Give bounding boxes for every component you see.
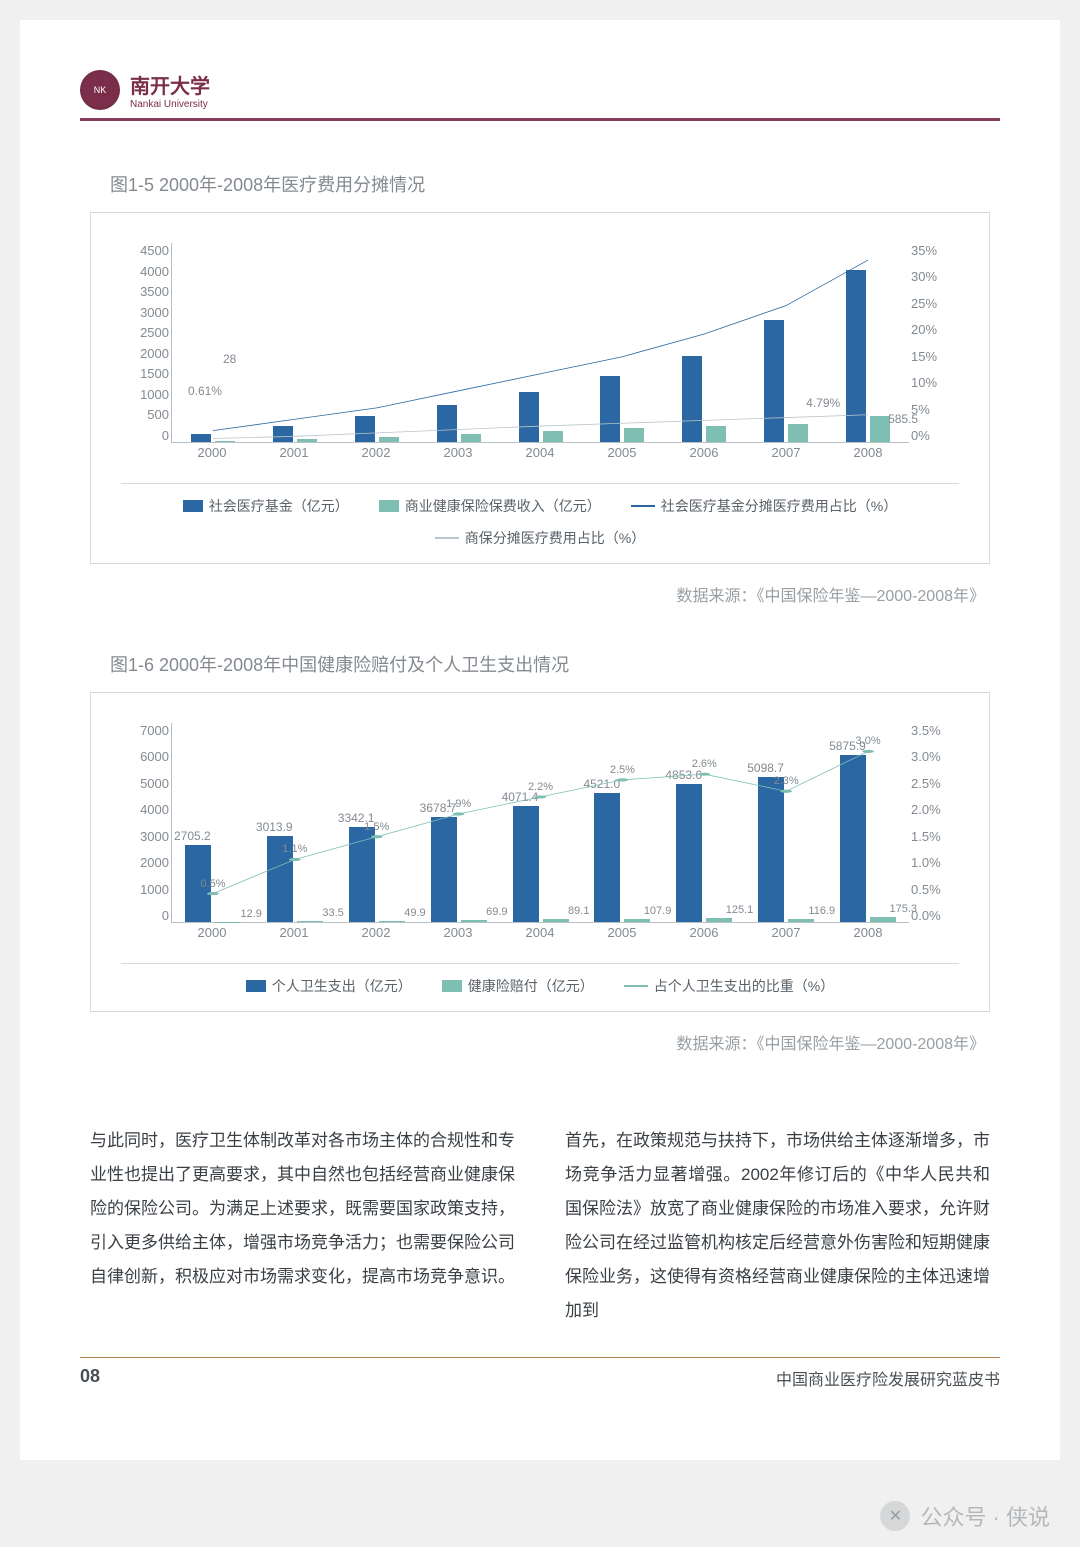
chart2-box: 010002000300040005000600070000.0%0.5%1.0… xyxy=(90,692,990,1012)
footer-title: 中国商业医疗险发展研究蓝皮书 xyxy=(776,1366,1000,1390)
chart2-source: 数据来源：《中国保险年鉴—2000-2008年》 xyxy=(80,1030,985,1054)
university-logo-icon: NK xyxy=(80,70,120,110)
watermark: ✕ 公众号 · 侠说 xyxy=(880,1500,1050,1532)
chart1-legend: 社会医疗基金（亿元）商业健康保险保费收入（亿元）社会医疗基金分摊医疗费用占比（%… xyxy=(121,483,959,548)
university-name-cn: 南开大学 xyxy=(130,70,210,99)
chart2-legend: 个人卫生支出（亿元）健康险赔付（亿元）占个人卫生支出的比重（%） xyxy=(121,963,959,996)
body-text-columns: 与此同时，医疗卫生体制改革对各市场主体的合规性和专业性也提出了更高要求，其中自然… xyxy=(90,1124,990,1328)
chart1-source: 数据来源：《中国保险年鉴—2000-2008年》 xyxy=(80,582,985,606)
chart1-title: 图1-5 2000年-2008年医疗费用分摊情况 xyxy=(110,171,1000,197)
body-left-col: 与此同时，医疗卫生体制改革对各市场主体的合规性和专业性也提出了更高要求，其中自然… xyxy=(90,1124,515,1328)
body-right-col: 首先，在政策规范与扶持下，市场供给主体逐渐增多，市场竞争活力显著增强。2002年… xyxy=(565,1124,990,1328)
chart1-box: 0500100015002000250030003500400045000%5%… xyxy=(90,212,990,564)
university-name: 南开大学 Nankai University xyxy=(130,70,210,110)
chart2-area: 010002000300040005000600070000.0%0.5%1.0… xyxy=(121,713,959,953)
chart2-title: 图1-6 2000年-2008年中国健康险赔付及个人卫生支出情况 xyxy=(110,651,1000,677)
chart1-area: 0500100015002000250030003500400045000%5%… xyxy=(121,233,959,473)
university-name-en: Nankai University xyxy=(130,99,210,110)
page-header: NK 南开大学 Nankai University xyxy=(80,70,1000,121)
watermark-text: 公众号 · 侠说 xyxy=(920,1500,1050,1532)
page-number: 08 xyxy=(80,1366,100,1390)
page-footer: 08 中国商业医疗险发展研究蓝皮书 xyxy=(80,1357,1000,1390)
